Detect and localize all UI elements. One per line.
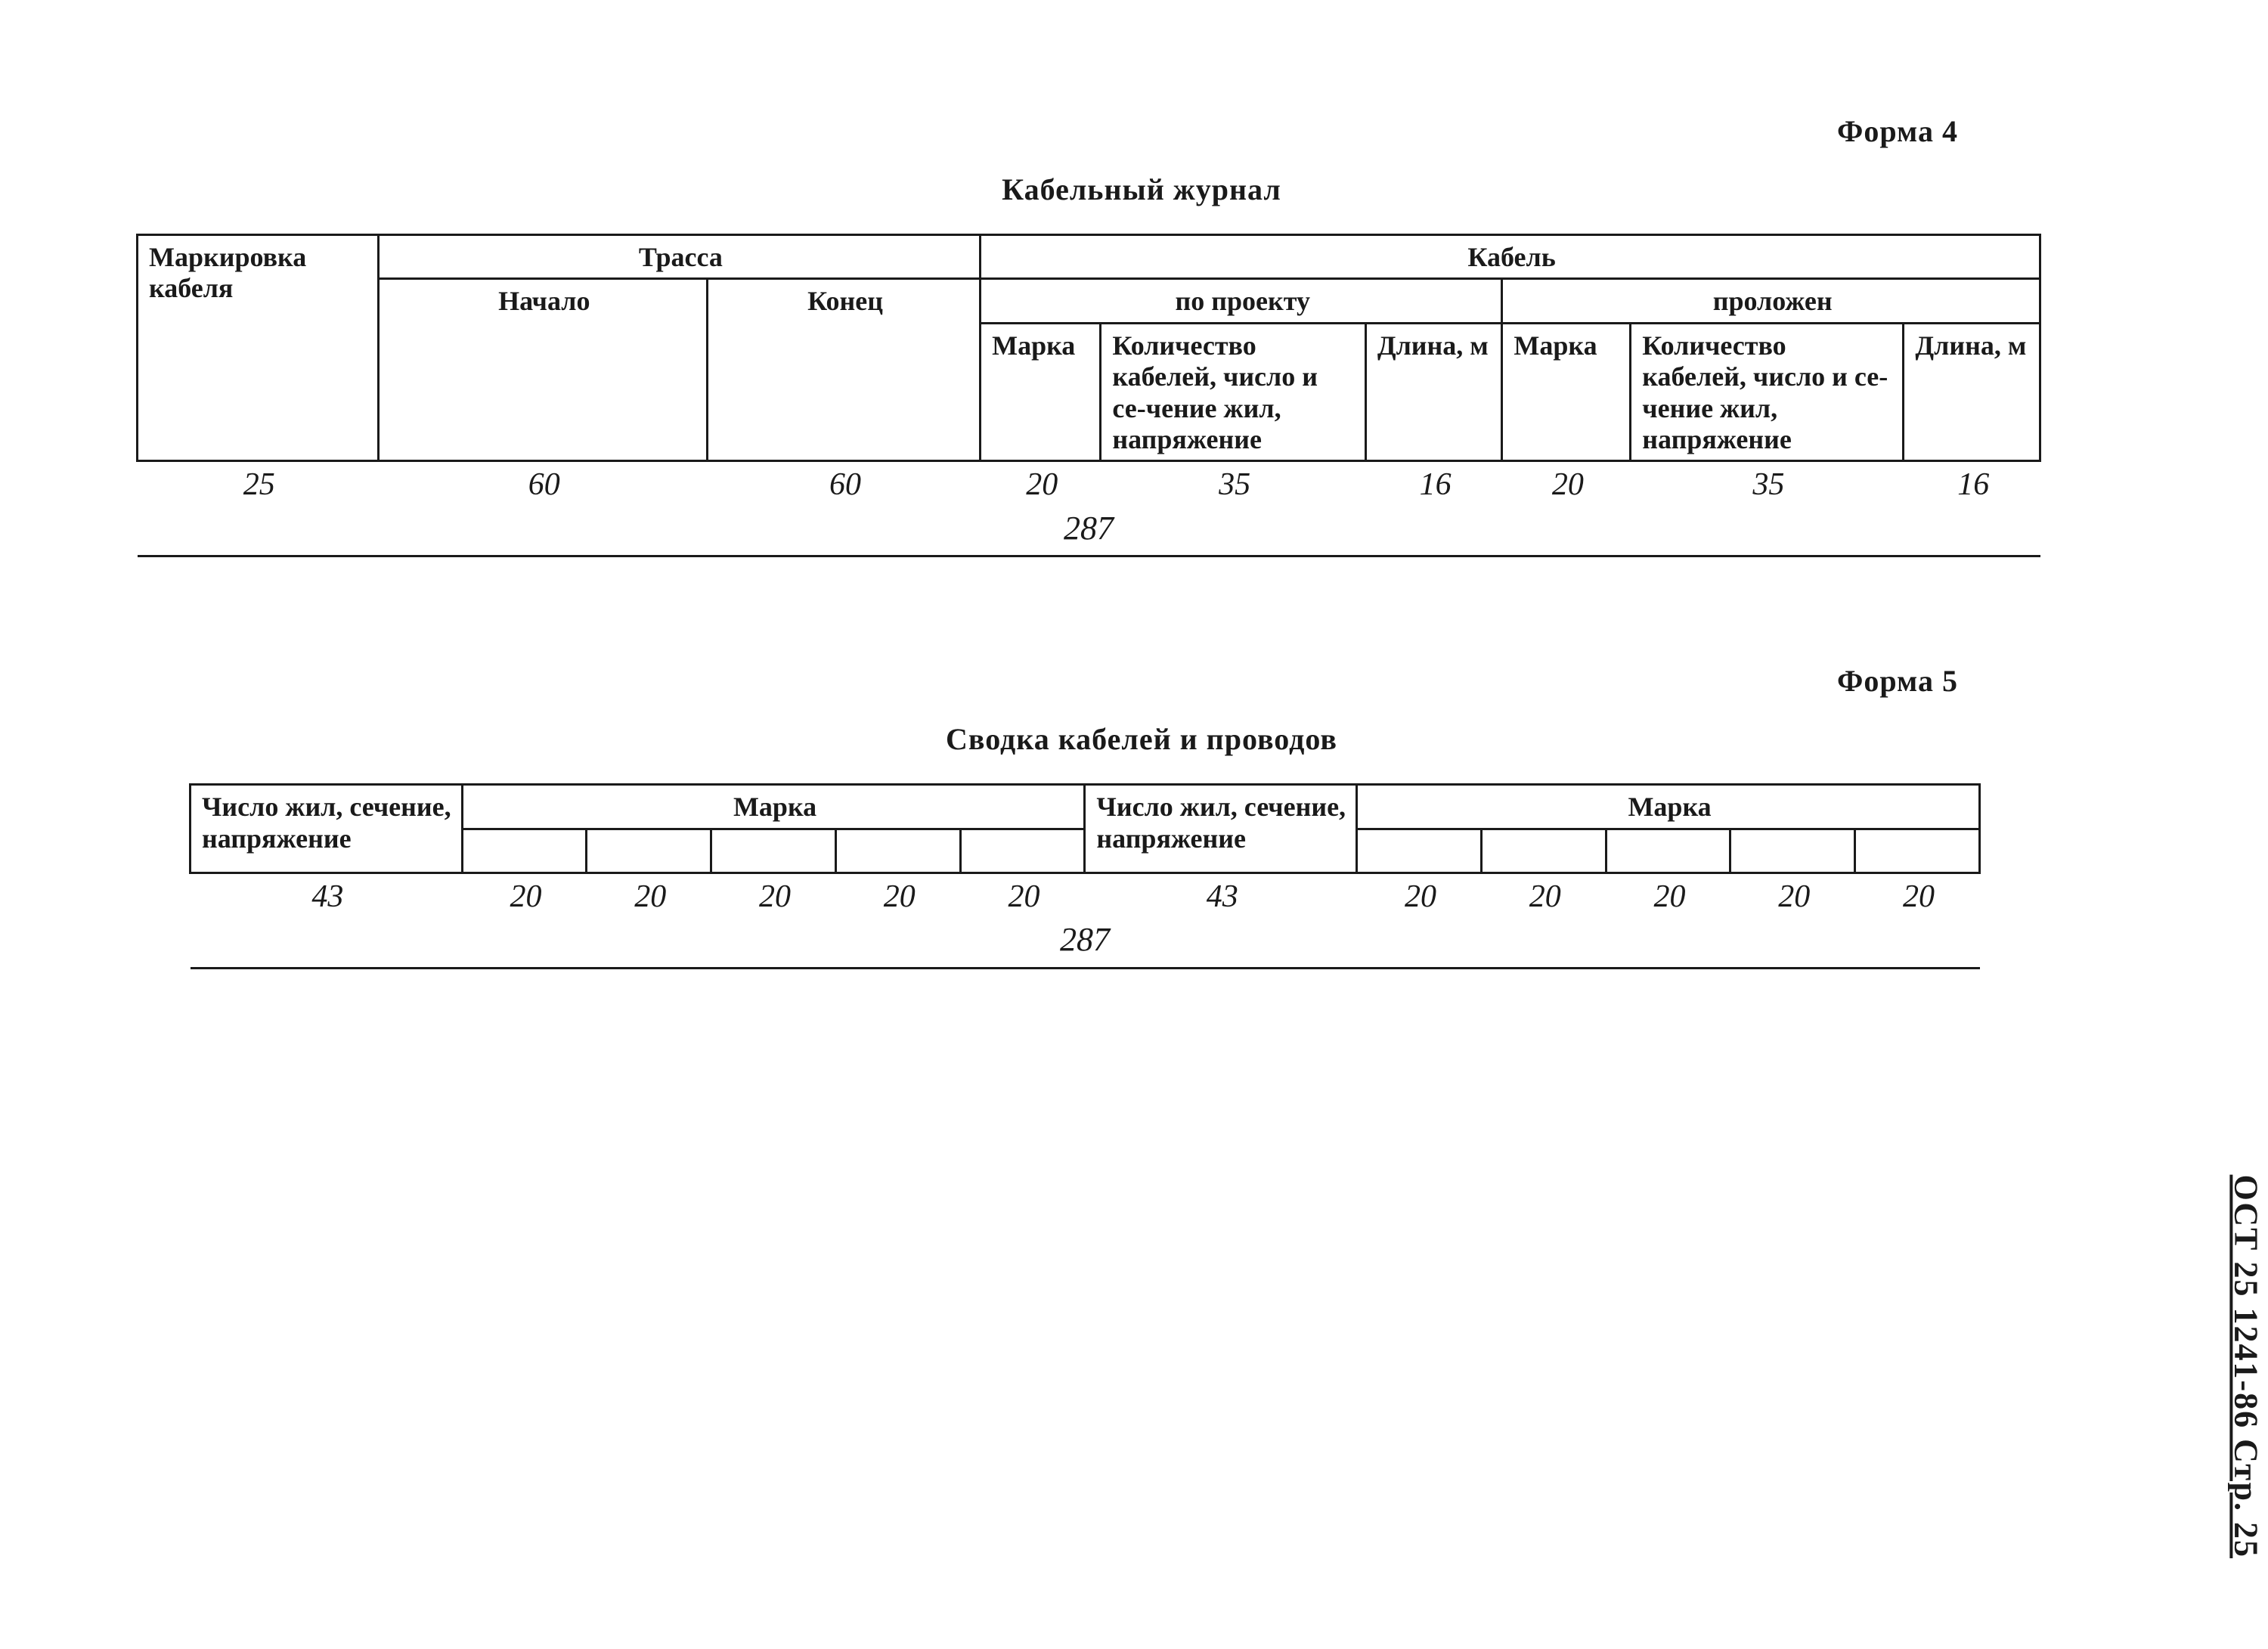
- dim-qty-b: 35: [1631, 461, 1904, 507]
- dim-ba4: 20: [835, 873, 960, 919]
- form5-title: Сводка кабелей и проводов: [136, 721, 2147, 757]
- brand-b-sub1: [1357, 829, 1482, 873]
- table-header-row: Начало Конец по проекту проложен: [138, 279, 2040, 323]
- dim-ba5: 20: [960, 873, 1085, 919]
- dim-bb2: 20: [1481, 873, 1606, 919]
- dim-qty-a: 35: [1101, 461, 1365, 507]
- side-page-label: ОСТ 25 1241-86 Стр. 25: [2226, 1175, 2265, 1558]
- col-installed: проложен: [1502, 279, 2040, 323]
- col-brand-a: Марка: [462, 785, 1085, 829]
- brand-a-sub3: [711, 829, 836, 873]
- col-by-project: по проекту: [981, 279, 1502, 323]
- col-brand-a: Марка: [981, 323, 1101, 461]
- brand-a-sub2: [587, 829, 711, 873]
- dim-bb1: 20: [1357, 873, 1482, 919]
- col-route: Трасса: [378, 235, 981, 279]
- col-cable: Кабель: [981, 235, 2040, 279]
- col-brand-b: Марка: [1357, 785, 1980, 829]
- form5-label: Форма 5: [136, 663, 1958, 699]
- total-dimension-row: 287: [138, 507, 2040, 556]
- col-len-b: Длина, м: [1904, 323, 2040, 461]
- form4-table: Маркировка кабеля Трасса Кабель Начало К…: [136, 234, 2041, 557]
- col-route-start: Начало: [378, 279, 707, 461]
- col-marking: Маркировка кабеля: [138, 235, 379, 461]
- dim-ba1: 20: [462, 873, 587, 919]
- dim-brand-a: 20: [981, 461, 1101, 507]
- brand-b-sub5: [1855, 829, 1980, 873]
- brand-b-sub2: [1481, 829, 1606, 873]
- form4-title: Кабельный журнал: [136, 172, 2147, 207]
- dim-len-b: 16: [1904, 461, 2040, 507]
- col-qty-a: Количество кабелей, число и се-чение жил…: [1101, 323, 1365, 461]
- brand-a-sub5: [960, 829, 1085, 873]
- dim-ba2: 20: [587, 873, 711, 919]
- table-header-row: Маркировка кабеля Трасса Кабель: [138, 235, 2040, 279]
- total-dimension-row: 287: [191, 918, 1980, 968]
- dim-wires-a: 43: [191, 873, 463, 919]
- dim-wires-b: 43: [1085, 873, 1357, 919]
- dim-len-a: 16: [1365, 461, 1502, 507]
- dim-marking: 25: [138, 461, 379, 507]
- dimension-row: 25 60 60 20 35 16 20 35 16: [138, 461, 2040, 507]
- dim-bb4: 20: [1730, 873, 1855, 919]
- dim-total: 287: [191, 918, 1980, 968]
- dimension-row: 43 20 20 20 20 20 43 20 20 20 20 20: [191, 873, 1980, 919]
- brand-b-sub4: [1730, 829, 1855, 873]
- brand-a-sub1: [462, 829, 587, 873]
- col-wires-a: Число жил, сечение, напряжение: [191, 785, 463, 873]
- brand-b-sub3: [1606, 829, 1730, 873]
- col-brand-b: Марка: [1502, 323, 1631, 461]
- dim-brand-b: 20: [1502, 461, 1631, 507]
- col-qty-b: Количество кабелей, число и се-чение жил…: [1631, 323, 1904, 461]
- dim-route-end: 60: [708, 461, 981, 507]
- brand-a-sub4: [835, 829, 960, 873]
- form5-table: Число жил, сечение, напряжение Марка Чис…: [189, 783, 1981, 969]
- form4-label: Форма 4: [136, 113, 1958, 149]
- dim-route-start: 60: [378, 461, 707, 507]
- page-content: Форма 4 Кабельный журнал Маркировка кабе…: [136, 113, 2147, 969]
- table-header-row: Число жил, сечение, напряжение Марка Чис…: [191, 785, 1980, 829]
- col-len-a: Длина, м: [1365, 323, 1502, 461]
- dim-bb5: 20: [1855, 873, 1980, 919]
- dim-bb3: 20: [1606, 873, 1730, 919]
- col-route-end: Конец: [708, 279, 981, 461]
- dim-ba3: 20: [711, 873, 836, 919]
- dim-total: 287: [138, 507, 2040, 556]
- col-wires-b: Число жил, сечение, напряжение: [1085, 785, 1357, 873]
